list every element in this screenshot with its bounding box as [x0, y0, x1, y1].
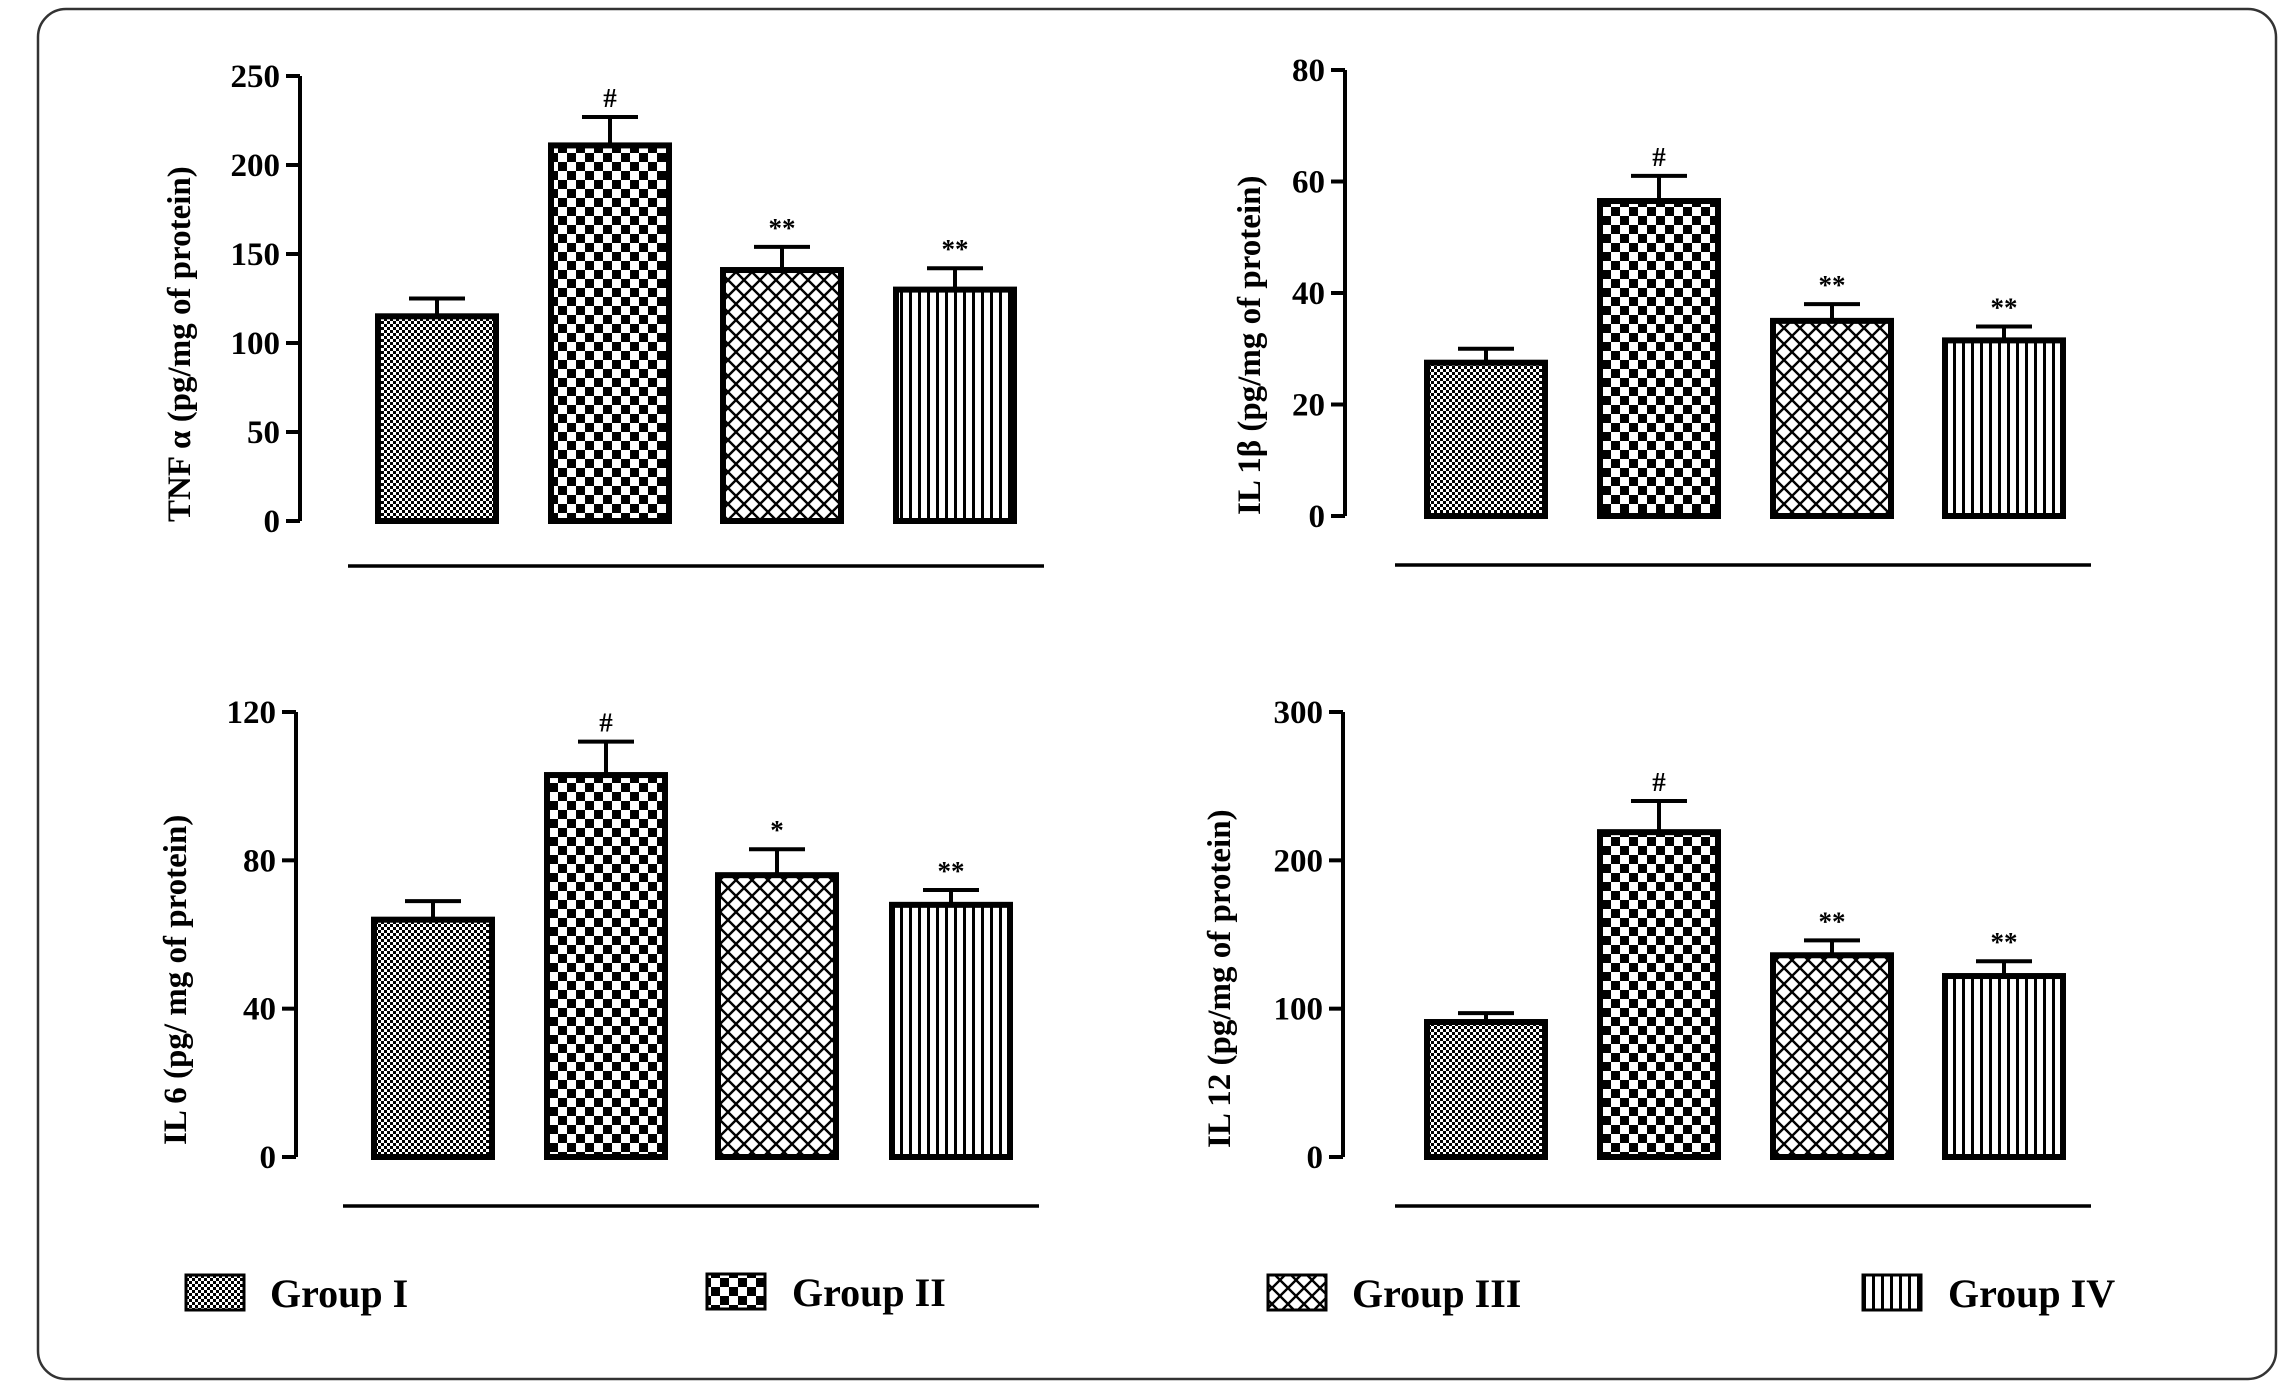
significance-mark: ** [769, 213, 796, 243]
bar-1 [1424, 359, 1548, 519]
legend-label: Group IV [1948, 1271, 2115, 1316]
panel-il-12: IL 12 (pg/mg of protein) 0 100 200 300 # ** ** [1202, 695, 2091, 1208]
figure-border [36, 7, 2278, 1381]
bar-2 [548, 142, 672, 524]
y-axis-label: IL 12 (pg/mg of protein) [1202, 809, 1238, 1148]
y-tick-label: 200 [231, 148, 281, 184]
significance-mark: ** [1991, 927, 2018, 957]
bar-2 [1597, 198, 1721, 519]
y-tick-label: 40 [1292, 276, 1325, 312]
legend-item-group-i: Group I [184, 1271, 408, 1316]
y-tick-label: 250 [231, 59, 281, 95]
y-tick-label: 50 [247, 415, 280, 451]
bar-4 [889, 901, 1013, 1160]
y-axis-label: TNF α (pg/mg of protein) [162, 166, 198, 522]
y-axis-label: IL 6 (pg/ mg of protein) [158, 815, 194, 1145]
bar-4 [1942, 973, 2066, 1160]
significance-mark: * [770, 815, 784, 845]
y-tick-label: 0 [264, 504, 281, 540]
bar-4 [893, 286, 1017, 524]
significance-mark: ** [1819, 906, 1846, 936]
legend-item-group-iv: Group IV [1861, 1271, 2115, 1316]
bar-3 [720, 267, 844, 524]
legend-swatch [1861, 1273, 1923, 1312]
legend-label: Group I [270, 1271, 408, 1316]
legend-item-group-ii: Group II [705, 1270, 946, 1315]
y-tick-label: 150 [231, 237, 281, 273]
significance-mark: # [599, 708, 613, 738]
y-tick-label: 20 [1292, 388, 1325, 424]
y-axis-label: IL 1β (pg/mg of protein) [1232, 176, 1268, 515]
significance-mark: # [1652, 142, 1666, 172]
y-tick-label: 60 [1292, 165, 1325, 201]
significance-mark: ** [1819, 270, 1846, 300]
bar-3 [1770, 317, 1894, 519]
bar-3 [715, 872, 839, 1161]
y-tick-label: 80 [243, 843, 276, 879]
panel-tnf-alpha: TNF α (pg/mg of protein) 0 50 100 150 200 250… [162, 59, 1044, 568]
legend-swatch [184, 1273, 246, 1312]
panel-il-1beta: IL 1β (pg/mg of protein) 0 20 40 60 80 # ** ** [1232, 53, 2091, 567]
significance-mark: ** [938, 856, 965, 886]
y-tick-label: 120 [227, 695, 277, 731]
y-tick-label: 0 [260, 1140, 277, 1176]
bar-1 [1424, 1019, 1548, 1160]
significance-mark: # [603, 83, 617, 113]
significance-mark: ** [942, 234, 969, 264]
y-tick-label: 100 [1274, 992, 1324, 1028]
legend-item-group-iii: Group III [1266, 1271, 1521, 1316]
bar-2 [544, 772, 668, 1161]
bar-2 [1597, 829, 1721, 1161]
legend-label: Group III [1352, 1271, 1521, 1316]
y-tick-label: 40 [243, 992, 276, 1028]
bar-4 [1942, 337, 2066, 520]
bar-1 [375, 313, 499, 524]
legend: Group I Group II Group III Group IV [184, 1270, 2115, 1316]
bar-3 [1770, 952, 1894, 1160]
y-tick-label: 200 [1274, 843, 1324, 879]
y-tick-label: 100 [231, 326, 281, 362]
y-tick-label: 0 [1307, 1140, 1324, 1176]
y-tick-label: 300 [1274, 695, 1324, 731]
legend-swatch [1266, 1273, 1328, 1312]
y-tick-label: 0 [1309, 499, 1326, 535]
significance-mark: # [1652, 767, 1666, 797]
legend-swatch [705, 1272, 767, 1311]
bar-1 [371, 916, 495, 1161]
legend-label: Group II [792, 1270, 946, 1315]
y-tick-label: 80 [1292, 53, 1325, 89]
significance-mark: ** [1991, 292, 2018, 322]
